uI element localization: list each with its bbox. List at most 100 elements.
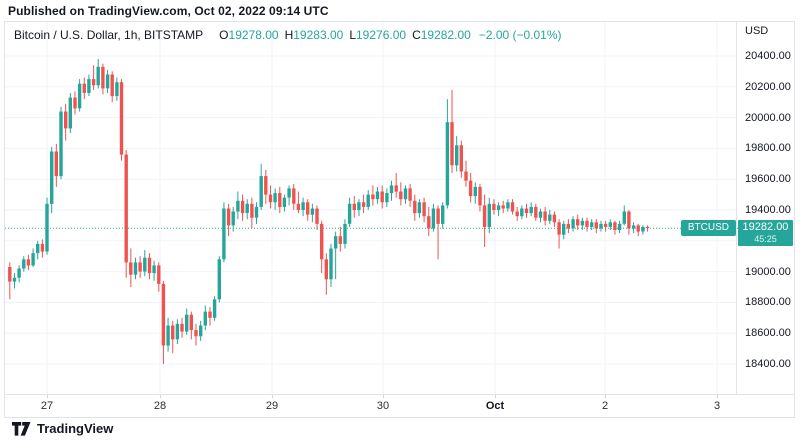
high-label: H — [284, 28, 294, 42]
candle-body — [543, 211, 547, 221]
candle-body — [59, 111, 63, 177]
time-axis[interactable]: 27 28 29 30 Oct 2 3 — [5, 394, 794, 418]
candle-body — [175, 323, 180, 340]
candle-body — [203, 311, 207, 326]
candle-body — [129, 262, 133, 275]
candle-body — [529, 206, 533, 214]
candle-body — [510, 202, 515, 212]
price-tick-label: 19600.00 — [745, 173, 791, 186]
low-label: L — [349, 28, 356, 42]
candle-body — [273, 193, 277, 203]
candle-body — [468, 180, 473, 197]
candle-body — [548, 214, 552, 221]
candle-body — [496, 205, 501, 210]
candle-body — [77, 83, 82, 109]
symbol-header[interactable]: Bitcoin / U.S. Dollar, 1h, BITSTAMP O1927… — [14, 28, 562, 42]
symbol-title: Bitcoin / U.S. Dollar, 1h, BITSTAMP — [14, 28, 204, 42]
candle-body — [189, 314, 193, 331]
candle-body — [538, 211, 543, 218]
candle-body — [8, 267, 12, 282]
candle-body — [296, 203, 301, 210]
candle-body — [12, 277, 17, 282]
candle-body — [50, 151, 54, 204]
chart-plot[interactable] — [5, 22, 738, 394]
candle-body — [478, 186, 482, 206]
price-tick-label: 18400.00 — [745, 358, 791, 370]
candle-body — [310, 208, 315, 215]
candle-body — [87, 79, 91, 93]
candle-body — [185, 314, 189, 332]
candle-body — [641, 226, 645, 232]
candle-body — [408, 188, 412, 201]
candle-body — [320, 223, 324, 260]
candle-body — [259, 176, 263, 207]
price-tick-label: 18600.00 — [745, 327, 791, 340]
candle-body — [343, 223, 347, 244]
candle-body — [557, 222, 561, 235]
candle-body — [124, 154, 128, 263]
candle-body — [101, 66, 105, 89]
time-tick-mark — [495, 395, 496, 398]
candle-body — [306, 202, 310, 215]
candle-body — [473, 186, 477, 197]
candle-body — [399, 191, 403, 200]
candle-body — [119, 82, 124, 155]
price-axis[interactable]: USD 20400.00 20200.00 20000.00 19800.00 1960… — [736, 22, 794, 394]
candle-body — [506, 202, 510, 209]
candle-body — [217, 259, 221, 300]
candle-body — [64, 111, 68, 129]
candle-body — [180, 323, 184, 332]
chart-widget: Bitcoin / U.S. Dollar, 1h, BITSTAMP O1927… — [4, 21, 795, 418]
candle-body — [161, 283, 166, 346]
price-tick-label: 20200.00 — [745, 80, 791, 93]
candle-body — [31, 253, 35, 266]
candle-body — [394, 185, 398, 192]
time-tick-label: Oct — [485, 400, 505, 412]
time-tick-mark — [605, 395, 606, 398]
candle-body — [231, 211, 235, 226]
candle-body — [278, 193, 282, 207]
candle-body — [389, 185, 394, 194]
candle-body — [143, 257, 147, 272]
candle-body — [603, 223, 608, 227]
candle-body — [487, 203, 491, 227]
candle-body — [645, 226, 650, 229]
tradingview-logo-icon — [12, 421, 31, 436]
candle-body — [22, 259, 26, 269]
price-tick-label: 18800.00 — [745, 296, 791, 309]
candle-body — [17, 268, 21, 278]
candle-body — [264, 176, 268, 195]
time-tick-label: 3 — [713, 400, 721, 412]
candle-body — [492, 203, 496, 210]
candle-body — [562, 223, 566, 235]
candle-body — [73, 97, 77, 109]
candle-body — [520, 208, 524, 217]
candle-body — [115, 82, 119, 97]
open-value: 19278.00 — [228, 28, 279, 42]
candle-body — [352, 203, 356, 210]
candle-body — [361, 202, 366, 207]
candle-body — [534, 206, 538, 218]
last-price-symbol-tag: BTCUSD — [680, 220, 736, 237]
time-tick-mark — [717, 395, 718, 398]
candle-body — [245, 203, 249, 213]
candle-body — [82, 83, 86, 93]
candle-body — [375, 191, 380, 200]
candle-body — [105, 74, 110, 89]
tradingview-logo[interactable]: TradingView — [12, 421, 113, 436]
price-tick-label: 20000.00 — [745, 111, 791, 124]
candle-body — [515, 211, 519, 217]
published-timestamp: Published on TradingView.com, Oct 02, 20… — [8, 4, 329, 18]
currency-label: USD — [745, 25, 769, 37]
candle-body — [403, 188, 408, 200]
candle-body — [96, 66, 100, 86]
candle-body — [417, 202, 422, 214]
change-value: −2.00 (−0.01%) — [478, 28, 562, 42]
candle-body — [147, 257, 152, 274]
candle-body — [617, 223, 622, 231]
candle-body — [585, 220, 589, 227]
candle-body — [133, 262, 138, 275]
candle-body — [385, 193, 389, 203]
candle-body — [40, 243, 45, 252]
candle-body — [301, 202, 305, 210]
